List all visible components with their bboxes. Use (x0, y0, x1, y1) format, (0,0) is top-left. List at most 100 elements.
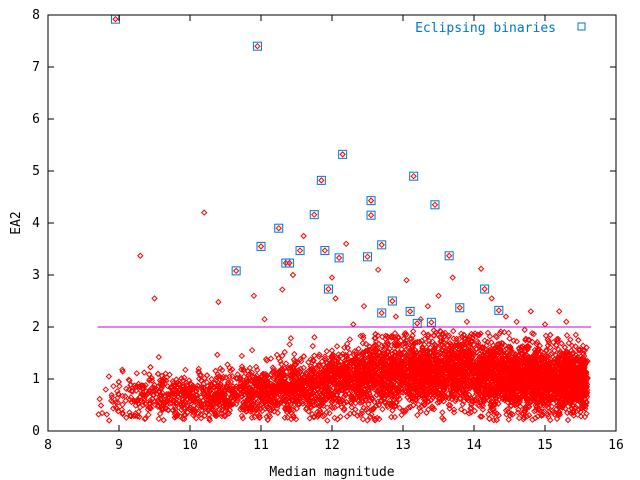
data-point (337, 378, 344, 386)
data-point (486, 333, 494, 340)
data-point (224, 386, 231, 393)
data-point (156, 410, 164, 418)
data-point (582, 358, 590, 365)
data-point (453, 335, 460, 343)
data-point (534, 413, 542, 420)
data-point (98, 409, 106, 417)
data-point (306, 370, 314, 378)
data-point (286, 341, 293, 348)
data-point (305, 408, 312, 415)
data-point (240, 366, 247, 373)
data-point (467, 409, 475, 416)
data-point (547, 351, 554, 358)
data-point (531, 407, 538, 415)
data-point (414, 411, 421, 419)
data-point (113, 405, 121, 412)
data-point (439, 409, 446, 416)
data-point (430, 332, 437, 339)
data-point (258, 401, 265, 409)
data-point (414, 338, 421, 346)
data-point (312, 395, 320, 403)
data-point (213, 403, 221, 410)
data-point (226, 364, 233, 372)
data-point (159, 381, 167, 389)
data-point (125, 376, 133, 383)
data-point (142, 415, 149, 422)
data-point (311, 352, 318, 359)
data-point (547, 331, 554, 339)
data-point (364, 417, 371, 424)
data-point (351, 410, 358, 417)
data-point (134, 413, 141, 420)
data-point (497, 328, 504, 335)
data-point (469, 377, 476, 384)
data-point (523, 413, 531, 420)
data-point (108, 391, 115, 399)
data-point (544, 411, 552, 418)
data-point (303, 370, 310, 377)
data-point (374, 345, 381, 353)
data-point (105, 417, 113, 424)
data-point (297, 357, 305, 365)
data-point (481, 337, 488, 344)
data-point (119, 409, 126, 417)
data-point (310, 367, 318, 374)
data-point (395, 393, 402, 400)
data-point (493, 334, 500, 341)
data-point (223, 385, 230, 392)
data-point (402, 340, 410, 347)
data-point (300, 364, 307, 372)
data-point (239, 415, 247, 422)
data-point (347, 360, 355, 368)
data-point (391, 330, 399, 337)
data-point (181, 415, 188, 423)
data-point (286, 365, 294, 372)
data-point (321, 353, 329, 360)
data-point (147, 363, 154, 371)
data-point (424, 332, 432, 340)
data-point (344, 384, 351, 391)
data-point (540, 378, 547, 386)
data-point (471, 407, 478, 415)
data-point (249, 373, 256, 380)
data-point (542, 396, 549, 404)
data-point (389, 407, 396, 414)
data-point (425, 398, 432, 405)
data-point (203, 372, 211, 379)
data-point (521, 352, 528, 359)
data-point (292, 415, 300, 423)
data-point (344, 387, 351, 394)
data-point (179, 377, 187, 384)
data-point (155, 415, 162, 423)
data-point (183, 379, 190, 386)
data-point (564, 416, 572, 424)
data-point (197, 415, 205, 422)
data-point (180, 396, 187, 403)
data-point (125, 386, 133, 393)
data-point (571, 395, 578, 402)
data-point (262, 405, 269, 412)
data-point (122, 393, 129, 400)
data-point (316, 368, 323, 376)
data-point (218, 366, 226, 374)
data-point (238, 366, 245, 373)
data-point (570, 349, 577, 357)
data-point (515, 395, 523, 403)
data-point (477, 413, 484, 420)
data-point (139, 401, 147, 409)
data-point (478, 413, 486, 420)
data-point (333, 357, 340, 364)
data-point (292, 367, 299, 374)
data-point (335, 389, 342, 396)
data-point (399, 389, 407, 396)
data-point (337, 413, 344, 420)
data-point (541, 355, 549, 362)
data-point (261, 399, 268, 406)
data-point (206, 415, 213, 422)
data-point (232, 400, 240, 408)
data-point (405, 381, 412, 388)
data-point (550, 339, 557, 346)
data-point (287, 372, 294, 379)
data-point (155, 353, 163, 361)
